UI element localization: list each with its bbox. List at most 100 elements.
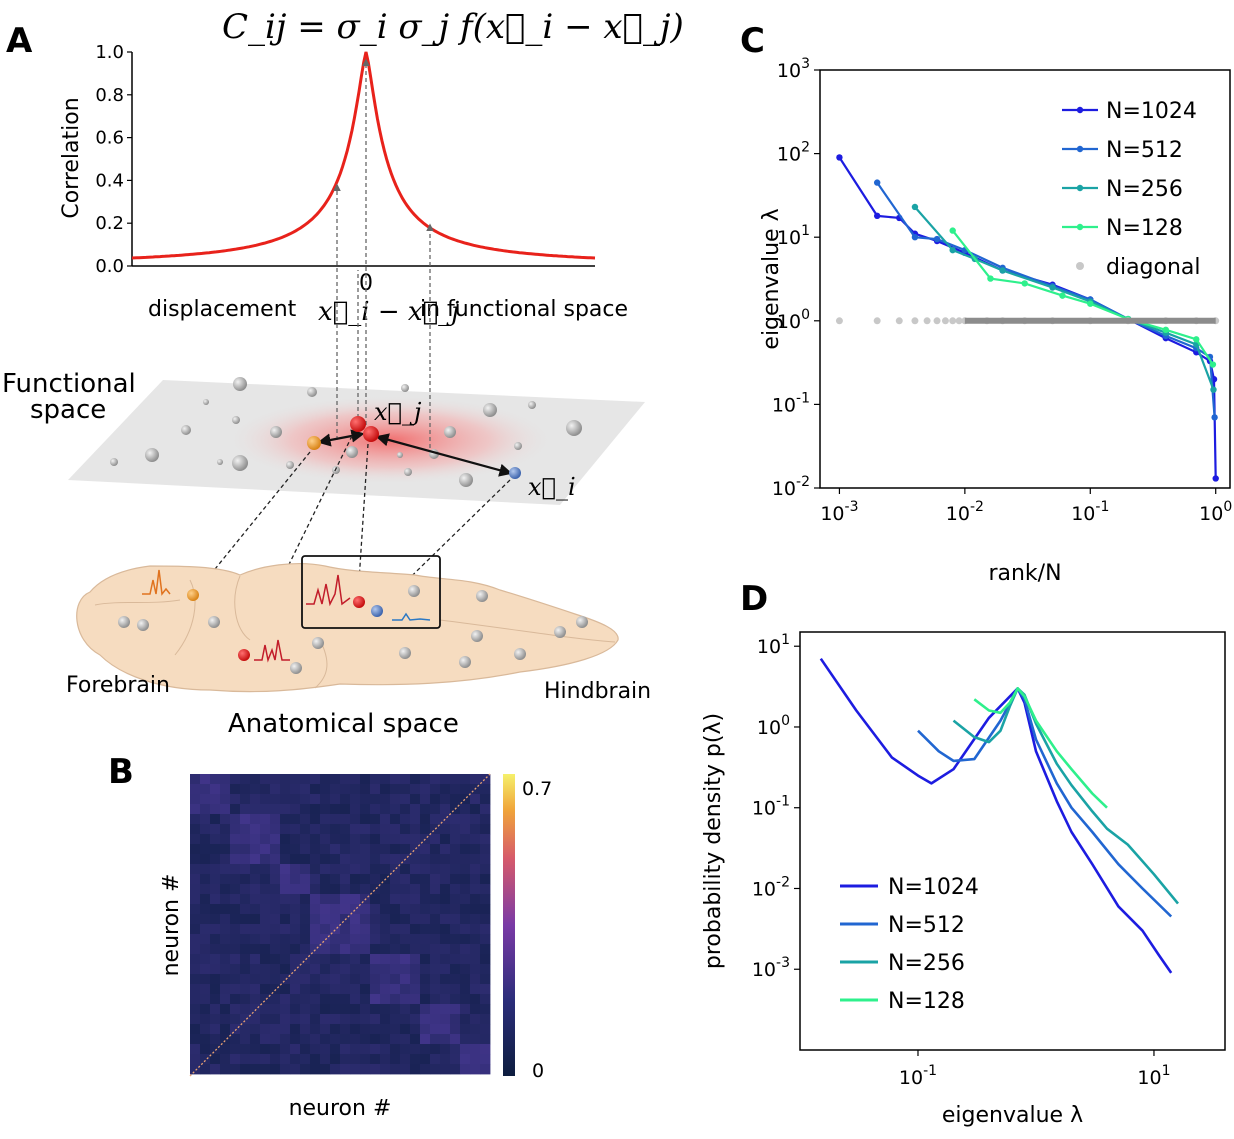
matrix-cell: [270, 904, 281, 915]
matrix-cell: [300, 914, 311, 925]
panel-d-y-label: probability density p(λ): [701, 713, 726, 969]
series-N=256-density-line: [952, 687, 1180, 905]
matrix-cell: [220, 874, 231, 885]
matrix-cell: [190, 874, 201, 885]
matrix-cell: [320, 974, 331, 985]
matrix-cell: [340, 944, 351, 955]
matrix-cell: [470, 1004, 481, 1015]
matrix-cell: [460, 784, 471, 795]
matrix-cell: [330, 774, 341, 785]
matrix-cell: [440, 944, 451, 955]
matrix-cell: [360, 854, 371, 865]
legend-label: N=1024: [888, 875, 979, 900]
matrix-cell: [270, 944, 281, 955]
matrix-cell: [250, 874, 261, 885]
panel-d-label: D: [740, 579, 768, 619]
matrix-cell: [440, 804, 451, 815]
matrix-cell: [250, 944, 261, 955]
matrix-cell: [360, 954, 371, 965]
diagonal-point: [911, 317, 919, 325]
panel-c-legend: N=1024 N=512 N=256 N=128 diagonal: [1062, 99, 1201, 280]
matrix-cell: [430, 1034, 441, 1045]
matrix-cell: [390, 1064, 401, 1075]
matrix-cell: [190, 894, 201, 905]
matrix-cell: [460, 1034, 471, 1045]
matrix-cell: [410, 964, 421, 975]
matrix-cell: [280, 904, 291, 915]
matrix-cell: [390, 804, 401, 815]
matrix-cell: [270, 814, 281, 825]
matrix-cell: [250, 794, 261, 805]
matrix-cell: [230, 814, 241, 825]
panel-c-x-label: rank/N: [988, 561, 1061, 586]
legend-marker: [1076, 223, 1084, 231]
matrix-cell: [320, 1024, 331, 1035]
legend-marker: [1076, 262, 1084, 270]
matrix-cell: [440, 924, 451, 935]
matrix-cell: [360, 794, 371, 805]
panel-a-correlation-plot: 0.00.20.40.60.81.0 Correlation 0 displac…: [59, 42, 628, 327]
matrix-cell: [460, 1064, 471, 1075]
matrix-cell: [260, 854, 271, 865]
matrix-cell: [240, 904, 251, 915]
matrix-cell: [260, 914, 271, 925]
matrix-cell: [220, 814, 231, 825]
matrix-cell: [460, 934, 471, 945]
matrix-cell: [360, 844, 371, 855]
matrix-cell: [290, 914, 301, 925]
matrix-cell: [470, 974, 481, 985]
panel-a-ytick: 0.8: [95, 85, 124, 106]
matrix-cell: [380, 774, 391, 785]
matrix-cell: [350, 864, 361, 875]
matrix-cell: [480, 794, 491, 805]
matrix-cell: [330, 874, 341, 885]
matrix-cell: [330, 1064, 341, 1075]
matrix-cell: [190, 1064, 201, 1075]
series-N=128-density-line: [973, 687, 1108, 809]
matrix-cell: [200, 874, 211, 885]
matrix-cell: [390, 1044, 401, 1055]
matrix-cell: [410, 1004, 421, 1015]
panel-c-ticks: 10-3 10-2 10-1 100 10-2 10-1 100 101 102 103 rank/…: [759, 56, 1232, 586]
matrix-cell: [320, 794, 331, 805]
matrix-cell: [410, 974, 421, 985]
panel-d-eigenvalue-density: 10-1 101 10-3 10-2 10-1 100 101 eigenvalue λ pro…: [701, 631, 1226, 1128]
matrix-cell: [360, 924, 371, 935]
grey-neuron-dot: [110, 458, 118, 466]
matrix-cell: [400, 934, 411, 945]
matrix-cell: [280, 1014, 291, 1025]
matrix-cell: [330, 1004, 341, 1015]
matrix-cell: [230, 954, 241, 965]
legend-label: N=256: [888, 951, 965, 976]
matrix-cell: [450, 994, 461, 1005]
matrix-cell: [240, 784, 251, 795]
matrix-cell: [380, 1004, 391, 1015]
matrix-cell: [210, 904, 221, 915]
matrix-cell: [380, 794, 391, 805]
matrix-cell: [340, 984, 351, 995]
matrix-cell: [330, 954, 341, 965]
matrix-cell: [330, 1034, 341, 1045]
panel-a-label: A: [6, 21, 33, 61]
matrix-cell: [260, 784, 271, 795]
matrix-cell: [470, 884, 481, 895]
matrix-cell: [290, 1054, 301, 1065]
matrix-cell: [430, 964, 441, 975]
grey-neuron-dot: [444, 426, 456, 438]
matrix-cell: [430, 1004, 441, 1015]
matrix-cell: [340, 924, 351, 935]
matrix-cell: [290, 824, 301, 835]
matrix-cell: [290, 1004, 301, 1015]
matrix-cell: [320, 904, 331, 915]
matrix-cell: [320, 1034, 331, 1045]
matrix-cell: [280, 984, 291, 995]
matrix-cell: [210, 944, 221, 955]
matrix-cell: [330, 854, 341, 865]
matrix-cell: [460, 854, 471, 865]
legend-marker: [1076, 145, 1084, 153]
matrix-cell: [430, 994, 441, 1005]
matrix-cell: [250, 904, 261, 915]
matrix-cell: [200, 964, 211, 975]
matrix-cell: [440, 1014, 451, 1025]
